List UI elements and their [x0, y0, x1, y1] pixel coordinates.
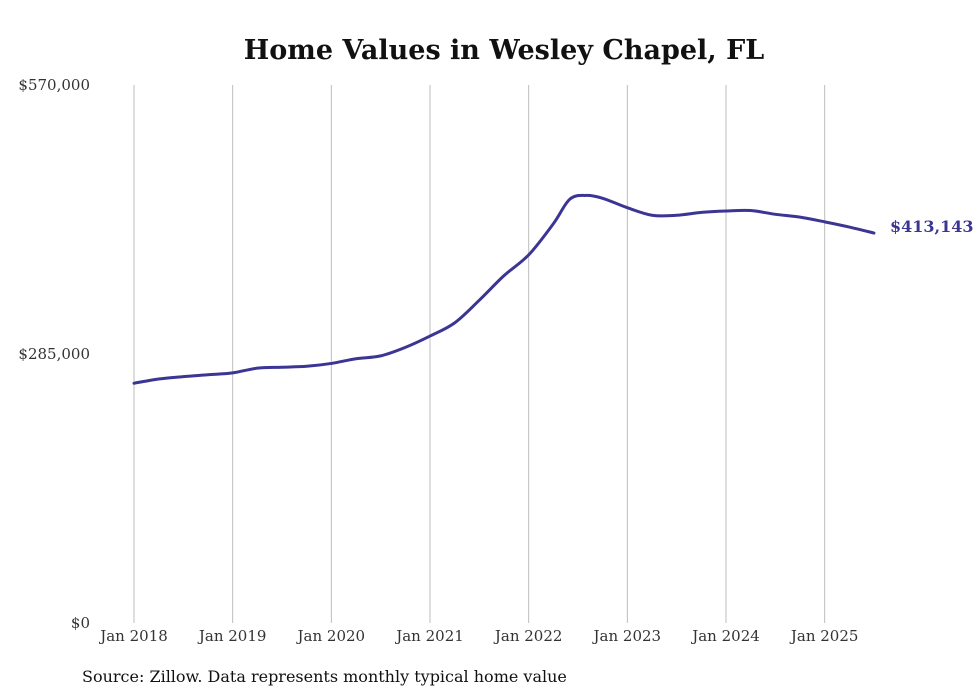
x-axis-tick-labels: Jan 2018 Jan 2019 Jan 2020 Jan 2021 Jan 2022… — [98, 627, 858, 645]
y-axis-tick-labels: $0 $285,000 $570,000 — [18, 76, 90, 632]
end-value-label: $413,143 — [890, 217, 974, 236]
x-tick-label: Jan 2021 — [394, 627, 464, 645]
x-tick-label: Jan 2019 — [197, 627, 267, 645]
x-tick-label: Jan 2022 — [493, 627, 563, 645]
series-layer — [132, 193, 876, 385]
x-tick-label: Jan 2025 — [789, 627, 859, 645]
x-tick-label: Jan 2024 — [690, 627, 760, 645]
x-tick-label: Jan 2020 — [296, 627, 366, 645]
x-tick-label: Jan 2023 — [592, 627, 662, 645]
y-tick-label: $0 — [71, 614, 90, 632]
vertical-gridlines — [133, 85, 826, 623]
y-tick-label: $570,000 — [18, 76, 90, 94]
source-note: Source: Zillow. Data represents monthly … — [82, 667, 567, 686]
x-tick-label: Jan 2018 — [98, 627, 168, 645]
y-tick-label: $285,000 — [18, 345, 90, 363]
chart-title: Home Values in Wesley Chapel, FL — [244, 35, 765, 66]
series-line-0 — [132, 193, 876, 385]
